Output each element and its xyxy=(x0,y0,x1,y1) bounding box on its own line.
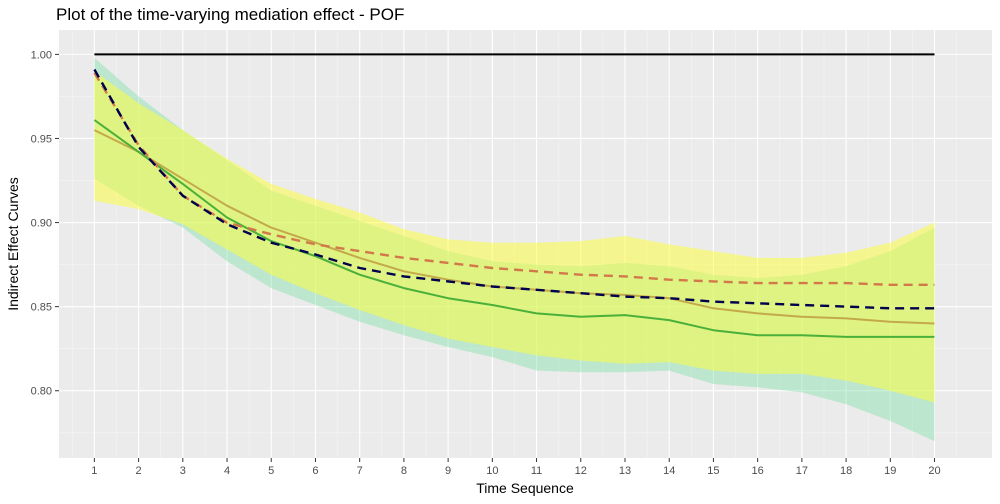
x-tick-label: 8 xyxy=(401,465,407,477)
x-tick-label: 9 xyxy=(445,465,451,477)
x-tick-label: 20 xyxy=(928,465,940,477)
y-tick-label: 0.90 xyxy=(31,218,52,230)
x-tick-label: 19 xyxy=(884,465,896,477)
series-lines xyxy=(93,53,935,338)
x-tick-label: 15 xyxy=(707,465,719,477)
confidence-bands xyxy=(94,57,935,442)
x-tick-label: 6 xyxy=(312,465,318,477)
series-line-5 xyxy=(93,68,935,310)
x-tick-label: 18 xyxy=(840,465,852,477)
x-tick-label: 14 xyxy=(663,465,675,477)
x-tick-label: 13 xyxy=(619,465,631,477)
x-axis-ticks: 1 2 3 4 5 6 7 8 9 10 11 12 13 14 15 16 17 18 19 20 xyxy=(91,458,941,477)
x-tick-label: 2 xyxy=(136,465,142,477)
y-axis-ticks: 0.80 0.85 0.90 0.95 1.00 xyxy=(31,49,59,398)
x-tick-label: 7 xyxy=(357,465,363,477)
x-tick-label: 5 xyxy=(268,465,274,477)
x-tick-label: 3 xyxy=(180,465,186,477)
x-tick-label: 16 xyxy=(752,465,764,477)
x-tick-label: 1 xyxy=(91,465,97,477)
y-tick-label: 0.95 xyxy=(31,133,52,145)
x-tick-label: 17 xyxy=(796,465,808,477)
series-line-4 xyxy=(93,72,935,286)
y-tick-label: 1.00 xyxy=(31,49,52,61)
x-tick-label: 11 xyxy=(531,465,542,477)
x-tick-label: 4 xyxy=(224,465,230,477)
x-tick-label: 12 xyxy=(575,465,587,477)
x-tick-label: 10 xyxy=(486,465,498,477)
y-tick-label: 0.80 xyxy=(31,386,52,398)
y-axis-title: Indirect Effect Curves xyxy=(5,177,21,311)
series-line-3 xyxy=(93,119,935,338)
y-tick-label: 0.85 xyxy=(31,302,52,314)
confidence-band-2 xyxy=(94,71,935,403)
x-axis-title: Time Sequence xyxy=(476,480,574,496)
chart-title: Plot of the time-varying mediation effec… xyxy=(56,5,404,24)
